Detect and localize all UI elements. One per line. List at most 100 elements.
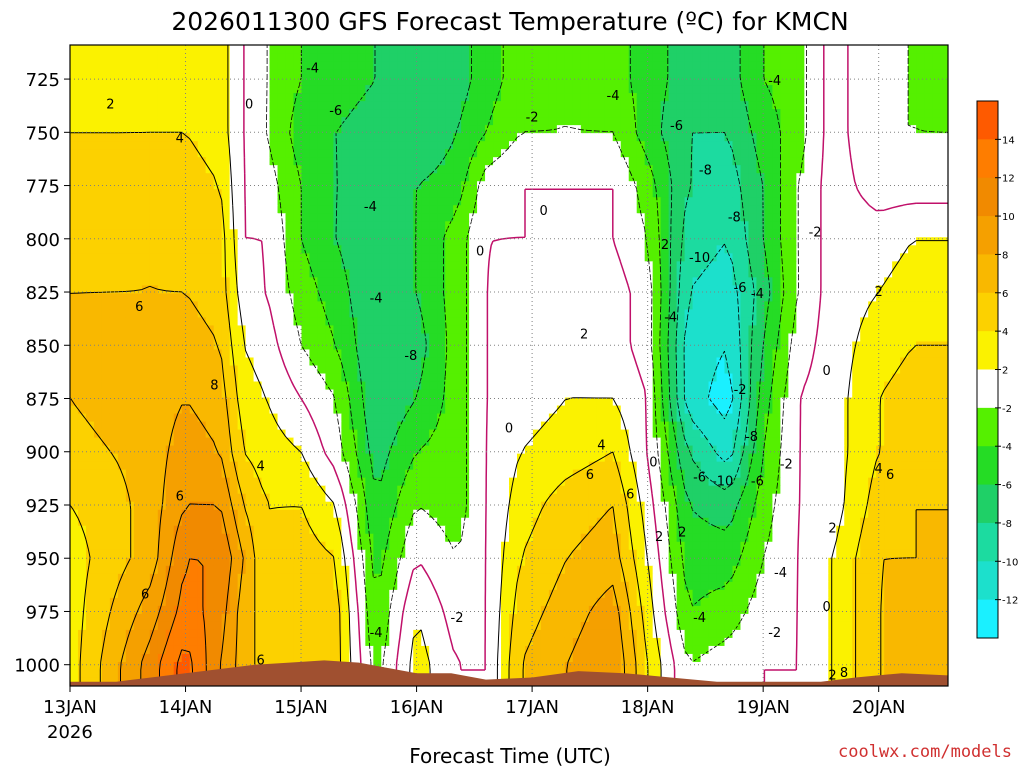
field-cell (485, 197, 494, 206)
field-cell (301, 373, 311, 383)
field-cell (716, 221, 726, 230)
field-cell (580, 69, 590, 78)
field-cell (812, 389, 821, 399)
field-cell (524, 237, 534, 246)
field-cell (596, 157, 606, 166)
field-cell (509, 93, 518, 102)
field-cell (509, 357, 518, 367)
field-cell (860, 269, 869, 278)
field-cell (876, 69, 885, 78)
field-cell (149, 85, 159, 94)
field-cell (916, 165, 925, 174)
field-cell (820, 149, 829, 158)
field-cell (77, 93, 87, 102)
field-cell (357, 165, 366, 174)
field-cell (509, 117, 518, 126)
field-cell (764, 197, 773, 206)
field-cell (357, 333, 366, 343)
field-cell (117, 157, 127, 166)
field-cell (892, 109, 901, 118)
field-cell (516, 85, 526, 94)
field-cell (317, 357, 327, 367)
field-cell (269, 373, 279, 383)
field-cell (253, 53, 263, 62)
field-cell (149, 261, 159, 270)
field-cell (277, 269, 287, 278)
field-cell (620, 309, 630, 319)
field-cell (644, 277, 654, 286)
field-cell (900, 165, 909, 174)
plot-area: 0-4-6-4-4-8-4-200-20-4-6-8-8-102-4-6 -4-2… (70, 45, 948, 686)
field-cell (149, 269, 159, 278)
field-cell (740, 381, 750, 391)
field-cell (149, 389, 159, 399)
field-cell (580, 349, 590, 359)
field-cell (285, 333, 295, 343)
field-cell (804, 269, 813, 278)
field-cell (269, 45, 279, 54)
field-cell (117, 53, 127, 62)
field-cell (924, 45, 933, 54)
field-cell (740, 237, 750, 246)
field-cell (660, 77, 670, 86)
field-cell (173, 309, 183, 319)
field-cell (485, 277, 494, 286)
field-cell (189, 165, 199, 174)
field-cell (908, 285, 917, 294)
field-cell (732, 61, 742, 70)
field-cell (564, 61, 574, 70)
field-cell (620, 141, 630, 150)
field-cell (836, 77, 845, 86)
field-cell (70, 253, 79, 262)
field-cell (309, 205, 319, 214)
field-cell (668, 397, 678, 407)
field-cell (213, 261, 223, 270)
field-cell (493, 189, 502, 198)
field-cell (580, 253, 590, 262)
field-cell (564, 341, 574, 351)
field-cell (333, 117, 342, 126)
field-cell (397, 285, 406, 294)
field-cell (373, 61, 382, 70)
field-cell (764, 293, 773, 302)
field-cell (221, 365, 231, 375)
field-cell (612, 101, 622, 110)
field-cell (612, 109, 622, 118)
field-cell (389, 221, 398, 230)
field-cell (620, 157, 630, 166)
field-cell (205, 285, 215, 294)
field-cell (181, 253, 191, 262)
field-cell (245, 301, 255, 311)
field-cell (285, 253, 295, 262)
field-cell (748, 269, 758, 278)
field-cell (740, 189, 750, 198)
field-cell (724, 173, 734, 182)
field-cell (389, 357, 398, 367)
field-cell (900, 397, 909, 407)
field-cell (932, 333, 941, 343)
field-cell (756, 173, 766, 182)
field-cell (493, 133, 502, 142)
field-cell (445, 125, 454, 134)
field-cell (309, 69, 319, 78)
field-cell (652, 101, 662, 110)
field-cell (876, 141, 885, 150)
field-cell (596, 165, 606, 174)
field-cell (844, 165, 853, 174)
field-cell (237, 173, 247, 182)
field-cell (477, 109, 486, 118)
field-cell (556, 205, 566, 214)
field-cell (453, 93, 462, 102)
field-cell (165, 101, 175, 110)
field-cell (644, 229, 654, 238)
field-cell (437, 53, 446, 62)
field-cell (301, 141, 311, 150)
field-cell (437, 397, 446, 407)
field-cell (820, 197, 829, 206)
field-cell (237, 293, 247, 302)
field-cell (548, 77, 558, 86)
field-cell (876, 333, 885, 343)
field-cell (477, 61, 486, 70)
field-cell (748, 93, 758, 102)
